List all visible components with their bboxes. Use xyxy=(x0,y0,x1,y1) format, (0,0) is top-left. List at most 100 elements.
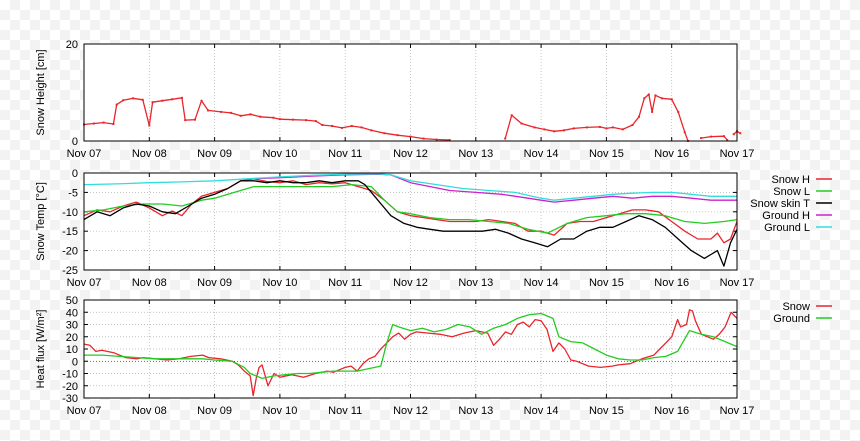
x-tick-label: Nov 14 xyxy=(524,405,559,417)
y-tick-label: 0 xyxy=(72,168,78,180)
data-point xyxy=(611,126,614,129)
data-point xyxy=(131,97,134,100)
data-point xyxy=(291,118,294,121)
data-point xyxy=(321,123,324,126)
legend-label: Ground H xyxy=(762,210,810,222)
y-tick-label: -20 xyxy=(62,381,78,393)
data-point xyxy=(409,135,412,138)
data-point xyxy=(305,119,308,122)
y-tick-label: 50 xyxy=(66,295,78,307)
data-point xyxy=(660,97,663,100)
x-tick-label: Nov 16 xyxy=(654,405,689,417)
x-tick-label: Nov 13 xyxy=(458,405,493,417)
x-tick-label: Nov 11 xyxy=(328,405,362,417)
data-point xyxy=(396,134,399,137)
data-point xyxy=(677,110,680,113)
y-tick-label: -10 xyxy=(62,369,78,381)
legend-label: Ground L xyxy=(764,222,810,234)
x-tick-label: Nov 11 xyxy=(328,277,362,289)
series-line-ground-l xyxy=(83,173,737,201)
y-tick-label: 0 xyxy=(72,356,78,368)
data-point xyxy=(207,109,210,112)
legend-label: Ground xyxy=(773,313,810,325)
data-point xyxy=(151,101,154,104)
series-line-snow xyxy=(83,309,738,397)
y-tick-label: 20 xyxy=(66,39,78,51)
y-tick-label: -15 xyxy=(62,226,78,238)
data-point xyxy=(647,93,650,96)
data-point xyxy=(553,130,556,133)
data-point xyxy=(520,122,523,125)
data-point xyxy=(278,118,281,121)
data-point xyxy=(115,103,118,106)
data-point xyxy=(709,135,712,138)
data-point xyxy=(220,110,223,113)
x-tick-label: Nov 11 xyxy=(328,148,362,160)
y-axis-title: Snow Height [cm] xyxy=(35,49,47,135)
data-point xyxy=(122,99,125,102)
data-point xyxy=(259,115,262,118)
data-point xyxy=(621,128,624,131)
data-point xyxy=(722,135,725,138)
x-tick-label: Nov 10 xyxy=(262,148,297,160)
x-tick-label: Nov 13 xyxy=(458,148,493,160)
data-point xyxy=(700,137,703,140)
data-point xyxy=(572,127,575,130)
x-tick-label: Nov 08 xyxy=(132,405,167,417)
data-point xyxy=(732,133,735,136)
data-point xyxy=(643,97,646,100)
x-tick-label: Nov 10 xyxy=(262,277,297,289)
data-point xyxy=(562,129,565,132)
y-axis-title: Snow Temp [°C] xyxy=(35,182,47,261)
data-point xyxy=(360,126,363,129)
x-tick-label: Nov 12 xyxy=(393,277,428,289)
x-tick-label: Nov 16 xyxy=(654,277,689,289)
data-point xyxy=(200,99,203,102)
data-point xyxy=(194,118,197,121)
x-tick-label: Nov 15 xyxy=(589,405,624,417)
y-tick-label: 10 xyxy=(66,344,78,356)
y-tick-label: 40 xyxy=(66,307,78,319)
data-point xyxy=(102,121,105,124)
panel-1: Nov 07 Nov 08 Nov 09 Nov 10 Nov 11 Nov 12 Nov … xyxy=(35,168,832,289)
x-tick-label: Nov 12 xyxy=(393,405,428,417)
y-tick-label: 0 xyxy=(72,136,78,148)
series-line-ground xyxy=(84,312,738,380)
data-point xyxy=(350,124,353,127)
data-point xyxy=(504,137,507,140)
data-point xyxy=(654,94,657,97)
data-point xyxy=(340,126,343,129)
x-tick-label: Nov 07 xyxy=(67,405,102,417)
data-point xyxy=(422,137,425,140)
x-tick-label: Nov 15 xyxy=(589,148,624,160)
x-tick-label: Nov 15 xyxy=(589,277,624,289)
data-point xyxy=(739,132,742,135)
x-tick-label: Nov 08 xyxy=(132,277,167,289)
data-point xyxy=(383,132,386,135)
data-point xyxy=(180,96,183,99)
data-point xyxy=(184,119,187,122)
x-tick-label: Nov 09 xyxy=(197,148,232,160)
x-tick-label: Nov 09 xyxy=(197,277,232,289)
y-tick-label: 30 xyxy=(66,320,78,332)
series-line-snow-l xyxy=(83,183,738,234)
x-tick-label: Nov 13 xyxy=(458,277,493,289)
plot-frame xyxy=(83,43,738,142)
data-point xyxy=(726,139,729,142)
data-point xyxy=(161,99,164,102)
data-point xyxy=(585,126,588,129)
data-point xyxy=(638,115,641,118)
data-point xyxy=(543,128,546,131)
data-point xyxy=(651,110,654,113)
data-point xyxy=(314,120,317,123)
data-point xyxy=(141,98,144,101)
x-tick-label: Nov 14 xyxy=(524,148,559,160)
data-point xyxy=(683,131,686,134)
data-point xyxy=(239,114,242,117)
series-line-snow-skin-t xyxy=(83,180,738,267)
x-tick-label: Nov 17 xyxy=(720,148,755,160)
data-point xyxy=(229,111,232,114)
x-tick-label: Nov 14 xyxy=(524,277,559,289)
panel-0: Nov 07 Nov 08 Nov 09 Nov 10 Nov 11 Nov 12 Nov … xyxy=(35,39,754,160)
plot-frame xyxy=(83,172,738,271)
